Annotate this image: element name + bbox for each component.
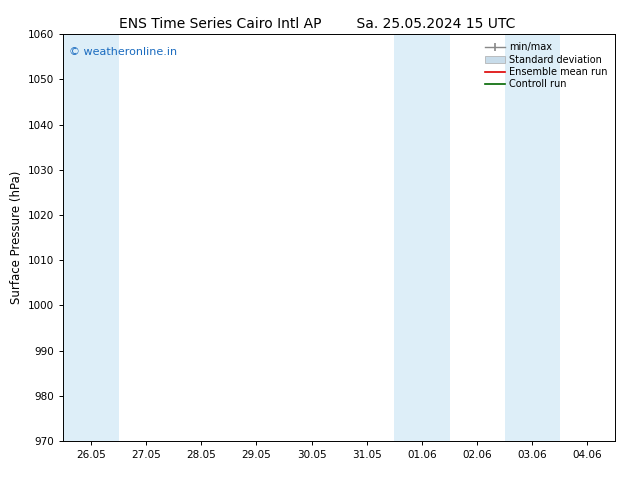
Text: ENS Time Series Cairo Intl AP        Sa. 25.05.2024 15 UTC: ENS Time Series Cairo Intl AP Sa. 25.05.… (119, 17, 515, 31)
Bar (63, 34, 119, 441)
Legend: min/max, Standard deviation, Ensemble mean run, Controll run: min/max, Standard deviation, Ensemble me… (482, 39, 610, 92)
Text: © weatheronline.in: © weatheronline.in (69, 47, 177, 56)
Y-axis label: Surface Pressure (hPa): Surface Pressure (hPa) (10, 171, 23, 304)
Bar (505, 34, 560, 441)
Bar (394, 34, 450, 441)
